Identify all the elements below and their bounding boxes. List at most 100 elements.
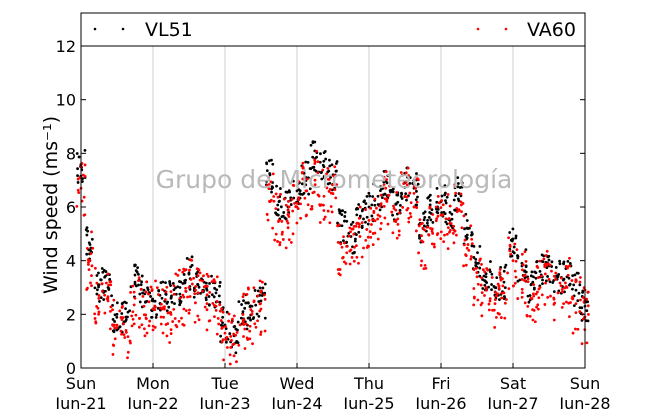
- data-point-VA60: [355, 244, 358, 248]
- data-point-VA60: [125, 331, 128, 334]
- data-point-VA60: [364, 208, 368, 211]
- data-point-VL51: [249, 304, 253, 308]
- data-point-VA60: [504, 298, 508, 301]
- data-point-VL51: [435, 186, 439, 190]
- data-point-VA60: [470, 242, 474, 246]
- data-point-VA60: [164, 290, 168, 294]
- data-point-VL51: [255, 312, 259, 316]
- data-point-VL51: [322, 159, 326, 163]
- data-point-VA60: [156, 293, 160, 296]
- data-point-VA60: [221, 338, 225, 342]
- data-point-VA60: [284, 203, 288, 207]
- data-point-VL51: [265, 180, 268, 183]
- data-point-VL51: [124, 301, 128, 305]
- data-point-VL51: [81, 180, 84, 183]
- data-point-VA60: [132, 290, 136, 294]
- data-point-VA60: [281, 238, 285, 241]
- data-point-VA60: [418, 218, 422, 222]
- data-point-VL51: [133, 280, 137, 284]
- data-point-VA60: [301, 161, 305, 165]
- data-point-VL51: [308, 187, 312, 191]
- data-point-VL51: [324, 157, 328, 161]
- data-point-VL51: [178, 292, 182, 296]
- data-point-VL51: [558, 262, 562, 266]
- data-point-VA60: [446, 193, 450, 196]
- data-point-VA60: [420, 239, 423, 243]
- data-point-VA60: [178, 268, 181, 272]
- data-point-VL51: [270, 185, 274, 189]
- data-point-VL51: [76, 174, 79, 178]
- data-point-VL51: [328, 181, 332, 185]
- data-point-VL51: [572, 283, 576, 287]
- data-point-VA60: [287, 215, 291, 218]
- data-point-VA60: [578, 280, 582, 284]
- data-point-VA60: [95, 281, 99, 285]
- data-point-VA60: [253, 322, 257, 326]
- data-point-VA60: [382, 204, 386, 208]
- data-point-VA60: [358, 205, 362, 209]
- data-point-VL51: [322, 176, 326, 180]
- data-point-VL51: [567, 276, 571, 280]
- data-point-VA60: [500, 291, 504, 295]
- data-point-VL51: [196, 282, 200, 286]
- data-point-VA60: [77, 191, 81, 195]
- data-point-VA60: [540, 293, 544, 297]
- data-point-VL51: [321, 163, 325, 167]
- data-point-VA60: [467, 248, 471, 252]
- data-point-VL51: [320, 177, 324, 181]
- data-point-VA60: [559, 276, 563, 280]
- data-point-VA60: [153, 304, 157, 308]
- data-point-VA60: [424, 266, 428, 270]
- data-point-VA60: [366, 235, 370, 239]
- data-point-VA60: [376, 213, 380, 217]
- data-point-VL51: [428, 198, 432, 202]
- data-point-VA60: [396, 217, 400, 221]
- data-point-VA60: [280, 220, 284, 223]
- data-point-VL51: [242, 299, 245, 303]
- data-point-VL51: [478, 274, 482, 278]
- data-point-VA60: [384, 170, 388, 174]
- data-point-VA60: [431, 213, 435, 216]
- data-point-VA60: [93, 317, 97, 320]
- data-point-VL51: [174, 286, 177, 290]
- data-point-VA60: [259, 307, 263, 311]
- data-point-VL51: [234, 351, 238, 355]
- data-point-VL51: [405, 198, 408, 202]
- data-point-VA60: [274, 232, 278, 236]
- data-point-VL51: [482, 274, 486, 278]
- data-point-VL51: [379, 189, 382, 193]
- data-point-VL51: [257, 314, 261, 318]
- data-point-VA60: [87, 268, 91, 271]
- data-point-VA60: [462, 264, 465, 268]
- data-point-VL51: [514, 236, 518, 240]
- data-point-VA60: [229, 346, 233, 349]
- x-tick-label-date: Jun-22: [126, 394, 178, 409]
- data-point-VA60: [502, 291, 506, 295]
- data-point-VA60: [385, 199, 389, 203]
- data-point-VA60: [147, 300, 151, 304]
- y-tick-label: 10: [56, 91, 76, 110]
- data-point-VA60: [103, 311, 107, 315]
- data-point-VA60: [469, 257, 473, 261]
- data-point-VA60: [75, 204, 79, 208]
- data-point-VA60: [544, 264, 548, 267]
- data-point-VA60: [176, 273, 180, 277]
- data-point-VA60: [271, 226, 275, 230]
- data-point-VA60: [242, 292, 246, 296]
- legend-marker-VA60: [504, 27, 508, 31]
- data-point-VA60: [408, 191, 412, 195]
- data-point-VA60: [115, 323, 119, 327]
- data-point-VA60: [149, 285, 153, 289]
- data-point-VL51: [135, 270, 139, 274]
- data-point-VA60: [205, 272, 209, 276]
- data-point-VA60: [321, 168, 325, 172]
- data-point-VA60: [536, 290, 539, 294]
- data-point-VL51: [93, 286, 97, 290]
- data-point-VA60: [221, 310, 225, 314]
- data-point-VA60: [111, 308, 114, 312]
- data-point-VL51: [478, 266, 482, 270]
- data-point-VA60: [483, 270, 487, 274]
- data-point-VA60: [165, 334, 169, 338]
- data-point-VA60: [420, 259, 424, 263]
- data-point-VA60: [414, 187, 418, 190]
